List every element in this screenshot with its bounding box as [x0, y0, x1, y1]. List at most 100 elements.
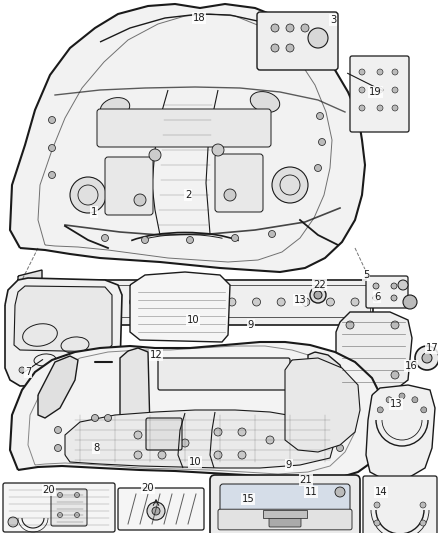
Circle shape — [346, 371, 354, 379]
Circle shape — [317, 112, 324, 119]
PathPatch shape — [65, 410, 335, 468]
PathPatch shape — [130, 272, 230, 342]
Text: 22: 22 — [313, 280, 326, 290]
Circle shape — [203, 298, 211, 306]
Text: 16: 16 — [405, 361, 417, 371]
Circle shape — [102, 235, 109, 241]
Text: 9: 9 — [286, 460, 292, 470]
PathPatch shape — [285, 358, 360, 452]
Circle shape — [374, 502, 380, 508]
Bar — [22, 285, 370, 317]
Circle shape — [336, 426, 343, 433]
FancyBboxPatch shape — [210, 475, 360, 533]
PathPatch shape — [308, 352, 348, 440]
Text: 15: 15 — [242, 494, 254, 504]
PathPatch shape — [10, 4, 365, 272]
Circle shape — [318, 139, 325, 146]
Circle shape — [391, 283, 397, 289]
Text: 9: 9 — [248, 320, 254, 330]
Circle shape — [314, 165, 321, 172]
Circle shape — [308, 28, 328, 48]
Circle shape — [57, 513, 63, 518]
PathPatch shape — [5, 278, 122, 386]
Circle shape — [152, 507, 160, 515]
Circle shape — [326, 298, 334, 306]
Circle shape — [399, 393, 405, 399]
Circle shape — [70, 177, 106, 213]
Circle shape — [391, 371, 399, 379]
Circle shape — [80, 298, 88, 306]
Text: 19: 19 — [369, 87, 382, 97]
Circle shape — [19, 367, 25, 373]
Text: 21: 21 — [300, 475, 312, 485]
Circle shape — [391, 321, 399, 329]
FancyBboxPatch shape — [363, 476, 437, 533]
Circle shape — [336, 445, 343, 451]
Circle shape — [310, 287, 326, 303]
Circle shape — [359, 69, 365, 75]
Circle shape — [54, 445, 61, 451]
Circle shape — [359, 105, 365, 111]
Circle shape — [49, 172, 56, 179]
Circle shape — [377, 69, 383, 75]
Circle shape — [271, 24, 279, 32]
Circle shape — [373, 283, 379, 289]
Text: 13: 13 — [390, 399, 403, 409]
Text: 17: 17 — [426, 343, 438, 353]
Text: 5: 5 — [363, 270, 369, 280]
Circle shape — [374, 520, 380, 526]
Circle shape — [179, 298, 187, 306]
Circle shape — [238, 428, 246, 436]
PathPatch shape — [10, 342, 385, 480]
Circle shape — [56, 298, 64, 306]
Circle shape — [392, 87, 398, 93]
Text: 8: 8 — [93, 443, 99, 453]
Circle shape — [134, 451, 142, 459]
FancyBboxPatch shape — [146, 418, 182, 450]
PathPatch shape — [14, 286, 112, 352]
Circle shape — [422, 353, 432, 363]
Circle shape — [47, 369, 53, 375]
Circle shape — [301, 24, 309, 32]
Circle shape — [105, 415, 112, 422]
Text: 10: 10 — [189, 457, 201, 467]
Circle shape — [421, 407, 427, 413]
Circle shape — [77, 370, 83, 376]
Circle shape — [158, 451, 166, 459]
Circle shape — [386, 397, 392, 403]
PathPatch shape — [120, 348, 150, 438]
Circle shape — [272, 167, 308, 203]
Circle shape — [412, 397, 418, 403]
FancyBboxPatch shape — [269, 517, 301, 527]
Circle shape — [74, 492, 80, 497]
Circle shape — [224, 189, 236, 201]
Circle shape — [377, 87, 383, 93]
Circle shape — [253, 298, 261, 306]
Ellipse shape — [100, 98, 130, 118]
Circle shape — [187, 237, 194, 244]
Circle shape — [141, 237, 148, 244]
Circle shape — [49, 144, 56, 151]
PathPatch shape — [38, 356, 78, 418]
Circle shape — [398, 280, 408, 290]
Circle shape — [154, 298, 162, 306]
Circle shape — [420, 502, 426, 508]
Circle shape — [268, 230, 276, 238]
Circle shape — [105, 298, 113, 306]
Circle shape — [74, 513, 80, 518]
Text: 13: 13 — [294, 295, 306, 305]
FancyBboxPatch shape — [97, 109, 271, 147]
Circle shape — [105, 367, 111, 373]
FancyBboxPatch shape — [220, 484, 350, 519]
FancyBboxPatch shape — [158, 358, 290, 390]
Circle shape — [130, 298, 138, 306]
Text: 2: 2 — [185, 190, 191, 200]
Circle shape — [228, 298, 236, 306]
Text: 20: 20 — [141, 483, 154, 493]
Text: 7: 7 — [25, 367, 31, 377]
Circle shape — [54, 426, 61, 433]
Text: 14: 14 — [374, 487, 387, 497]
Circle shape — [212, 144, 224, 156]
Circle shape — [214, 428, 222, 436]
Circle shape — [92, 415, 99, 422]
